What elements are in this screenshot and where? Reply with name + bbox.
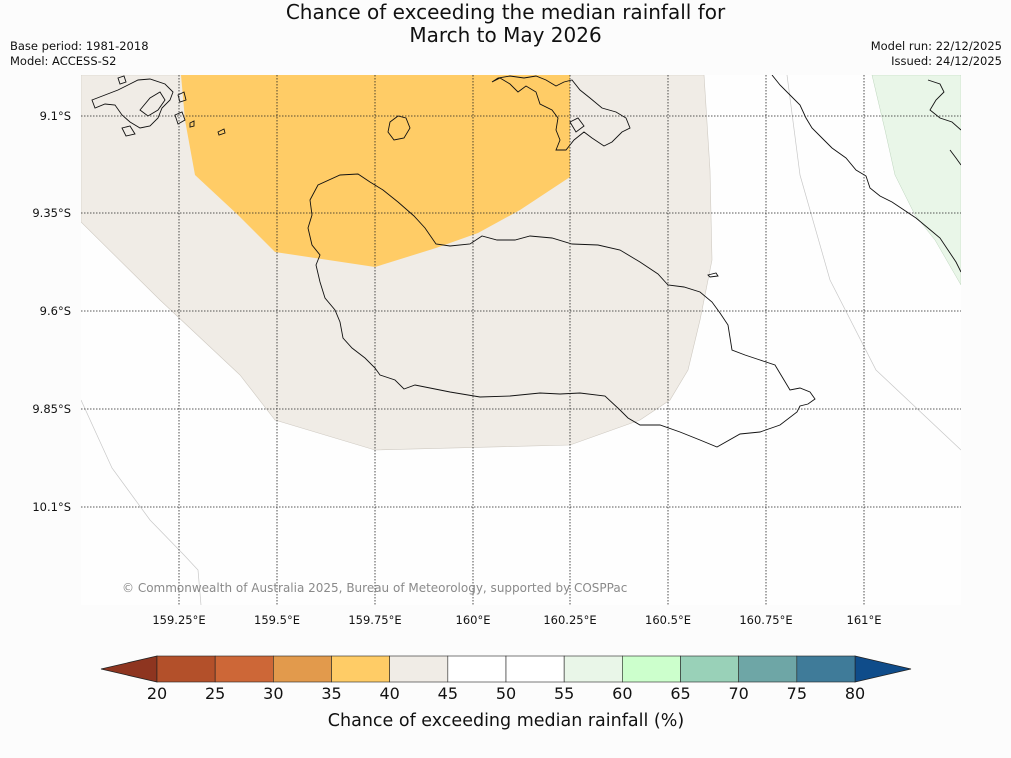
colorbar-under-triangle	[100, 655, 158, 683]
title-line-2: March to May 2026	[409, 23, 602, 47]
guadalcanal-coastline	[307, 173, 816, 448]
colorbar-bin	[331, 655, 390, 683]
lon-label: 160.25°E	[543, 613, 596, 627]
copyright-text: © Commonwealth of Australia 2025, Bureau…	[122, 581, 627, 595]
colorbar-bin	[563, 655, 623, 683]
lat-label: 10.1°S	[32, 500, 71, 514]
title-line-1: Chance of exceeding the median rainfall …	[285, 0, 726, 24]
map-title: Chance of exceeding the median rainfall …	[0, 0, 1011, 47]
lat-label: 9.1°S	[40, 109, 71, 123]
meta-left: Base period: 1981-2018 Model: ACCESS-S2	[10, 39, 149, 69]
islet-coastline	[569, 117, 585, 133]
makira-coastline	[927, 79, 961, 131]
model-text: Model: ACCESS-S2	[10, 54, 117, 68]
islet-coastline	[121, 125, 136, 137]
islet-coastline	[189, 120, 195, 128]
colorbar-bin	[214, 655, 274, 683]
colorbar-tick-label: 20	[147, 684, 167, 703]
boundary-line	[786, 75, 961, 451]
colorbar-bin	[156, 655, 216, 683]
colorbar-bin	[273, 655, 332, 683]
colorbar-bin	[796, 655, 856, 683]
colorbar-title: Chance of exceeding median rainfall (%)	[328, 711, 684, 731]
issued-text: Issued: 24/12/2025	[891, 54, 1002, 68]
makira-coastline	[949, 149, 961, 166]
colorbar-tick-label: 45	[438, 684, 458, 703]
model-run-text: Model run: 22/12/2025	[870, 39, 1002, 53]
lon-label: 159.75°E	[348, 613, 401, 627]
colorbar-tick-label: 25	[205, 684, 225, 703]
coastlines	[91, 75, 961, 448]
graticule	[81, 75, 961, 605]
lon-label: 161°E	[847, 613, 882, 627]
colorbar-tick-label: 65	[670, 684, 690, 703]
lat-label: 9.6°S	[40, 304, 71, 318]
colorbar-tick-label: 30	[263, 684, 283, 703]
lon-label: 160°E	[456, 613, 491, 627]
colorbar-bin	[447, 655, 507, 683]
colorbar-tick-label: 75	[787, 684, 807, 703]
base-period-text: Base period: 1981-2018	[10, 39, 149, 53]
lon-label: 160.75°E	[739, 613, 792, 627]
colorbar-bin	[389, 655, 449, 683]
islet-coastline	[217, 128, 226, 136]
colorbar: 20 25 30 35 40 45 50 55 60 65 70 75 80 Chance of exc…	[100, 655, 912, 731]
malaita-coastline	[491, 75, 631, 151]
lat-label: 9.85°S	[32, 402, 71, 416]
islet-coastline	[117, 75, 127, 85]
above-median-region	[871, 75, 961, 286]
colorbar-over-triangle	[854, 655, 912, 683]
lon-label: 159.25°E	[152, 613, 205, 627]
colorbar-tick-label: 50	[496, 684, 516, 703]
lon-label: 160.5°E	[645, 613, 691, 627]
colorbar-bin	[738, 655, 798, 683]
colorbar-tick-label: 80	[845, 684, 865, 703]
islet-coastline	[707, 272, 719, 278]
longitude-labels: 159.25°E 159.5°E 159.75°E 160°E 160.25°E…	[152, 613, 881, 627]
boundary-line	[81, 399, 202, 605]
latitude-labels: 9.1°S 9.35°S 9.6°S 9.85°S 10.1°S	[32, 109, 71, 514]
colorbar-bin	[505, 655, 565, 683]
colorbar-tick-label: 55	[554, 684, 574, 703]
makira-coastline	[771, 75, 961, 273]
meta-right: Model run: 22/12/2025 Issued: 24/12/2025	[871, 39, 1002, 69]
colorbar-tick-label: 35	[321, 684, 341, 703]
colorbar-tick-label: 70	[728, 684, 748, 703]
lat-label: 9.35°S	[32, 206, 71, 220]
map-area: © Commonwealth of Australia 2025, Bureau…	[81, 75, 961, 605]
colorbar-tick-label: 60	[612, 684, 632, 703]
colorbar-bin	[680, 655, 739, 683]
lon-label: 159.5°E	[254, 613, 300, 627]
colorbar-tick-label: 40	[379, 684, 399, 703]
florida-islands-coastline	[91, 78, 174, 129]
islet-coastline	[174, 111, 186, 125]
colorbar-bin	[622, 655, 681, 683]
